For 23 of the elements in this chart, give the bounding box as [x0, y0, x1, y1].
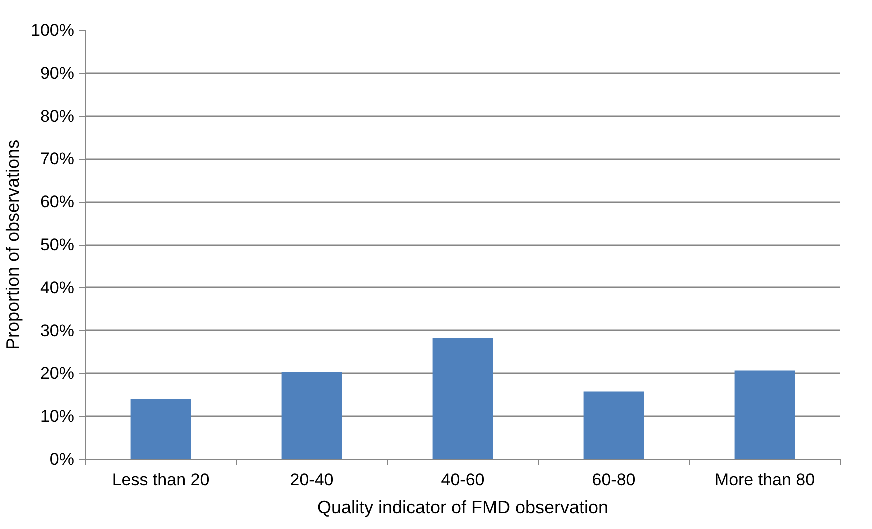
y-axis-title: Proportion of observations	[3, 140, 24, 350]
y-tick-label: 30%	[40, 321, 75, 340]
y-tick-label: 0%	[50, 450, 75, 469]
x-axis-title: Quality indicator of FMD observation	[317, 498, 609, 518]
x-tick-label: 20-40	[290, 470, 334, 490]
y-tick-label: 50%	[40, 236, 75, 254]
y-tick-label: 70%	[40, 150, 75, 169]
bar	[130, 399, 192, 460]
y-tick-label: 90%	[40, 64, 75, 83]
bar	[584, 392, 644, 460]
x-tick-label: Less than 20	[112, 470, 210, 490]
y-tick-label: 60%	[40, 192, 75, 212]
x-tick-label: 40-60	[441, 470, 485, 490]
y-tick-label: 100%	[31, 21, 75, 40]
bar	[432, 338, 494, 460]
bar	[282, 372, 342, 460]
bar	[734, 370, 796, 460]
y-tick-label: 10%	[40, 407, 75, 426]
x-tick-label: More than 80	[714, 470, 816, 490]
y-tick-label: 20%	[40, 364, 75, 384]
x-tick-label: 60-80	[592, 470, 636, 490]
y-tick-label: 80%	[40, 106, 75, 126]
y-tick-label: 40%	[40, 278, 75, 298]
